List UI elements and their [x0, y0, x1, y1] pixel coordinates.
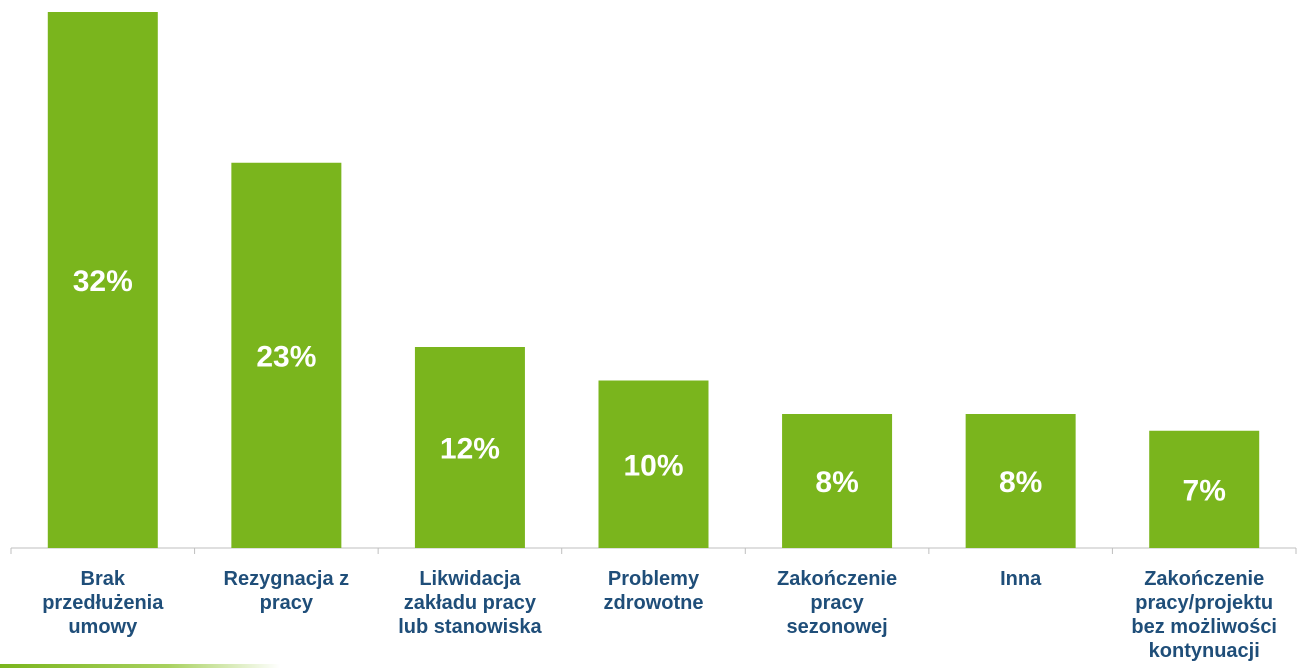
category-label-line: sezonowej [787, 616, 888, 638]
bar [1149, 430, 1260, 548]
category-label-line: zdrowotne [604, 592, 704, 614]
bar-group: 7% Zakończenie pracy/projektu bez możliwośc… [1131, 430, 1277, 662]
category-label: Rezygnacja z pracy [224, 568, 350, 614]
category-label-line: Problemy [608, 568, 700, 590]
bar-group: 10% Problemy zdrowotne [598, 380, 709, 614]
category-label-line: Inna [1000, 568, 1042, 590]
bar-group: 32% Brak przedłużenia umowy [42, 12, 164, 638]
category-label-line: umowy [68, 616, 138, 638]
category-label-line: Zakończenie [1144, 568, 1264, 590]
data-label: 10% [623, 449, 683, 482]
decorative-accent-line [0, 664, 280, 668]
category-label-line: pracy [810, 592, 864, 614]
category-label-line: kontynuacji [1149, 640, 1260, 662]
category-label: Likwidacja zakładu pracy lub stanowiska [398, 568, 542, 638]
bar-group: 8% Inna [965, 414, 1076, 590]
bar [782, 414, 893, 548]
category-label: Problemy zdrowotne [604, 568, 704, 614]
bar [414, 347, 525, 548]
bar-group: 8% Zakończenie pracy sezonowej [777, 414, 897, 638]
category-label: Brak przedłużenia umowy [42, 568, 164, 638]
category-label-line: lub stanowiska [398, 616, 542, 638]
bar [231, 162, 342, 548]
data-label: 12% [440, 433, 500, 466]
data-label: 23% [256, 340, 316, 373]
category-label-line: Likwidacja [419, 568, 521, 590]
category-label: Inna [1000, 568, 1042, 590]
category-label-line: zakładu pracy [404, 592, 537, 614]
bar [965, 414, 1076, 548]
category-label-line: bez możliwości [1131, 616, 1277, 638]
data-label: 8% [815, 466, 858, 499]
data-label: 32% [73, 265, 133, 298]
bar-group: 23% Rezygnacja z pracy [224, 162, 350, 614]
data-label: 8% [999, 466, 1042, 499]
category-label-line: Brak [81, 568, 126, 590]
data-label: 7% [1183, 474, 1226, 507]
bar-group: 12% Likwidacja zakładu pracy lub stanowiska [398, 347, 542, 638]
category-label-line: Zakończenie [777, 568, 897, 590]
category-label-line: Rezygnacja z [224, 568, 350, 590]
category-label-line: przedłużenia [42, 592, 164, 614]
category-label: Zakończenie pracy/projektu bez możliwości k… [1131, 568, 1277, 662]
category-label: Zakończenie pracy sezonowej [777, 568, 897, 638]
bar [598, 380, 709, 548]
category-label-line: pracy/projektu [1135, 592, 1273, 614]
category-label-line: pracy [260, 592, 314, 614]
bar [47, 12, 158, 548]
